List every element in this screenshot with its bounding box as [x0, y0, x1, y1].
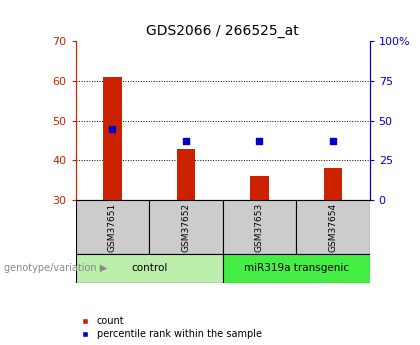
- Bar: [76, 254, 223, 283]
- Bar: [324, 168, 342, 200]
- Text: control: control: [131, 264, 167, 273]
- Point: [109, 126, 116, 131]
- Bar: [149, 200, 223, 254]
- Title: GDS2066 / 266525_at: GDS2066 / 266525_at: [146, 23, 299, 38]
- Text: GSM37654: GSM37654: [328, 203, 337, 252]
- Text: GSM37652: GSM37652: [181, 203, 190, 252]
- Bar: [103, 77, 121, 200]
- Bar: [177, 148, 195, 200]
- Point: [330, 138, 336, 144]
- Text: GSM37651: GSM37651: [108, 203, 117, 252]
- Bar: [223, 254, 370, 283]
- Text: genotype/variation ▶: genotype/variation ▶: [4, 264, 108, 273]
- Text: miR319a transgenic: miR319a transgenic: [244, 264, 349, 273]
- Bar: [250, 176, 268, 200]
- Bar: [76, 200, 149, 254]
- Bar: [296, 200, 370, 254]
- Point: [256, 138, 263, 144]
- Legend: count, percentile rank within the sample: count, percentile rank within the sample: [81, 315, 263, 340]
- Point: [182, 138, 189, 144]
- Text: GSM37653: GSM37653: [255, 203, 264, 252]
- Bar: [223, 200, 296, 254]
